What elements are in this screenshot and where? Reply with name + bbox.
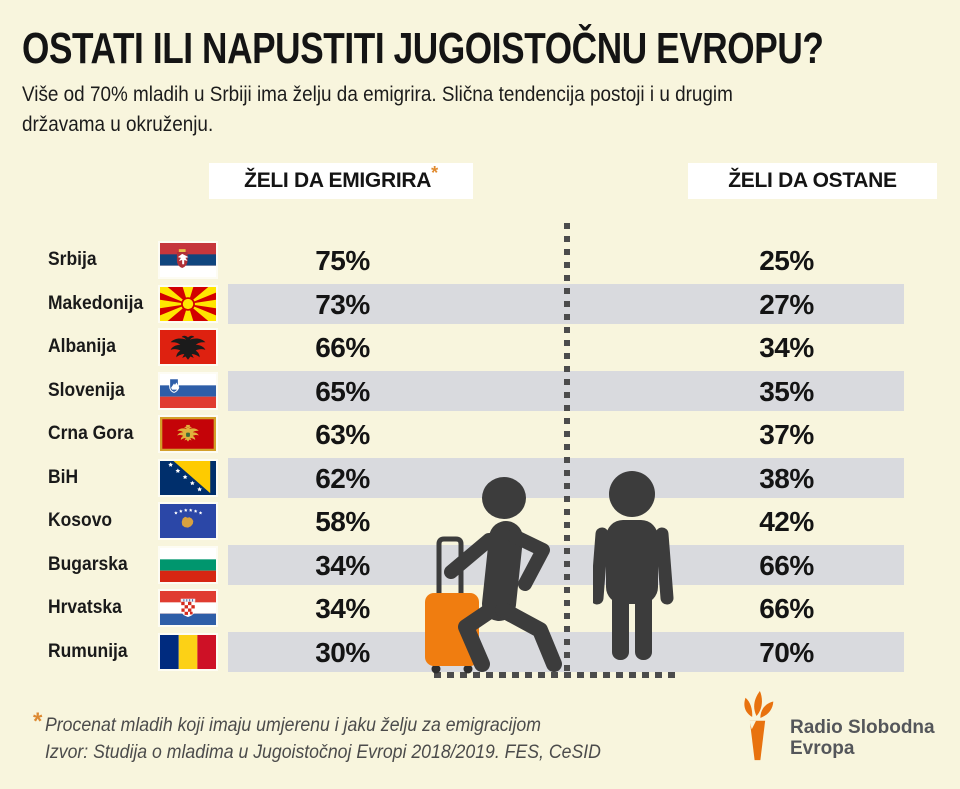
croatia-flag-icon	[158, 589, 218, 627]
rfe-logo: Radio Slobodna Evropa	[733, 690, 935, 764]
footnote-text: Procenat mladih koji imaju umjerenu i ja…	[45, 715, 542, 736]
montenegro-flag-icon	[158, 415, 218, 453]
walker-front-leg	[458, 598, 505, 672]
walker-head	[482, 477, 526, 519]
suitcase-icon	[425, 593, 479, 666]
suitcase-handle	[436, 536, 464, 601]
country-label: Kosovo	[48, 510, 113, 531]
table-row: Slovenija 65% 35%	[0, 370, 960, 411]
footnote: * Procenat mladih koji imaju umjerenu i …	[33, 708, 643, 766]
emigrate-value: 58%	[315, 506, 370, 537]
emigrate-value: 73%	[315, 288, 370, 320]
country-label: Slovenija	[48, 379, 125, 401]
stay-value: 42%	[759, 506, 814, 537]
walking-person-with-suitcase-icon	[425, 477, 562, 674]
table-row: Hrvatska 34% 66%	[0, 588, 960, 628]
stay-value: 27%	[759, 288, 814, 320]
vertical-dotted-divider	[564, 223, 570, 673]
country-label: Srbija	[48, 249, 97, 270]
stander-head	[609, 471, 655, 517]
walker-front-arm	[444, 533, 496, 579]
suitcase-wheel	[431, 664, 441, 674]
romania-flag-icon	[158, 632, 218, 671]
stander-left-arm	[593, 527, 609, 605]
source-text: Izvor: Studija o mladima u Jugoistočnoj …	[45, 742, 602, 763]
standing-person	[606, 471, 658, 660]
page-title: OSTATI ILI NAPUSTITI JUGOISTOČNU EVROPU?	[22, 24, 824, 73]
column-header-emigrate-label: ŽELI DA EMIGRIRA	[244, 169, 432, 192]
stander-left-leg	[612, 588, 629, 660]
country-label: Albanija	[48, 336, 116, 357]
albania-flag-icon	[158, 328, 218, 366]
emigrate-value: 34%	[315, 549, 370, 581]
table-row: Makedonija 73% 27%	[0, 283, 960, 324]
table-row: Kosovo 58% 42%	[0, 501, 960, 541]
emigrate-value: 34%	[315, 593, 370, 624]
emigrate-value: 62%	[315, 462, 370, 494]
emigrate-value: 75%	[315, 245, 370, 276]
walking-person	[444, 477, 562, 672]
country-label: Crna Gora	[48, 423, 134, 444]
emigrate-value: 30%	[315, 636, 370, 668]
slovenia-flag-icon	[158, 371, 218, 410]
horizontal-dotted-divider	[434, 672, 677, 678]
stay-value: 25%	[759, 245, 814, 276]
country-label: BiH	[48, 466, 79, 488]
logo-line1: Radio Slobodna	[790, 717, 935, 738]
bosnia-flag-icon	[158, 458, 218, 497]
table-row: Crna Gora 63% 37%	[0, 414, 960, 454]
stay-value: 66%	[759, 549, 814, 581]
stay-value: 35%	[759, 375, 814, 407]
table-row: Albanija 66% 34%	[0, 327, 960, 367]
walker-back-leg	[495, 602, 562, 672]
stander-right-leg	[635, 588, 652, 660]
walker-torso	[482, 521, 523, 621]
country-label: Rumunija	[48, 640, 128, 662]
stay-value: 37%	[759, 419, 814, 450]
serbia-flag-icon	[158, 241, 218, 279]
standing-person-icon	[593, 471, 674, 660]
emigrate-value: 66%	[315, 332, 370, 363]
stander-torso	[606, 520, 658, 604]
column-header-stay-label: ŽELI DA OSTANE	[728, 169, 897, 192]
table-row: Srbija 75% 25%	[0, 240, 960, 280]
rfe-torch-icon	[744, 691, 774, 761]
country-label: Makedonija	[48, 292, 144, 314]
suitcase-wheel	[463, 664, 473, 674]
footnote-asterisk: *	[33, 708, 43, 735]
macedonia-flag-icon	[158, 284, 218, 323]
stay-value: 70%	[759, 636, 814, 668]
stay-value: 38%	[759, 462, 814, 494]
walker-back-arm	[507, 529, 550, 591]
stay-value: 34%	[759, 332, 814, 363]
country-label: Bugarska	[48, 553, 128, 575]
column-header-emigrate: ŽELI DA EMIGRIRA*	[209, 163, 473, 199]
asterisk-mark: *	[431, 163, 438, 183]
bulgaria-flag-icon	[158, 545, 218, 584]
stander-right-arm	[655, 527, 674, 605]
kosovo-flag-icon	[158, 502, 218, 540]
emigrate-value: 65%	[315, 375, 370, 407]
subtitle: Više od 70% mladih u Srbiji ima želju da…	[22, 83, 733, 136]
logo-text: Radio Slobodna Evropa	[790, 717, 935, 764]
country-label: Hrvatska	[48, 597, 122, 618]
logo-line2: Evropa	[790, 738, 855, 759]
column-header-stay: ŽELI DA OSTANE	[688, 163, 937, 199]
stay-value: 66%	[759, 593, 814, 624]
emigrate-value: 63%	[315, 419, 370, 450]
